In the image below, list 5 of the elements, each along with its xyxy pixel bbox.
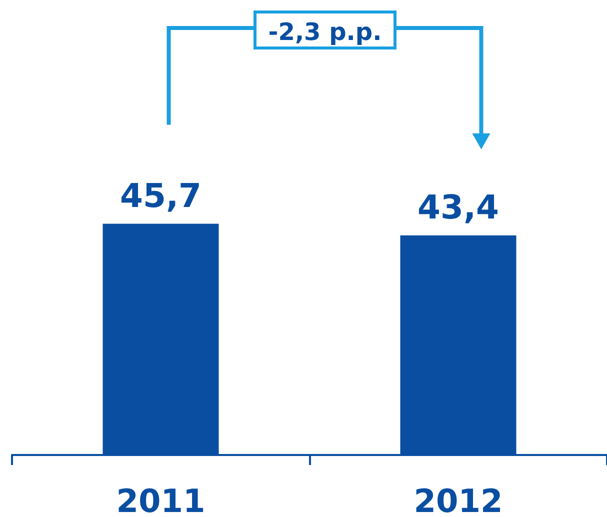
- data-label: 43,4: [418, 187, 499, 226]
- text: -2,3 p.p.: [268, 18, 382, 46]
- x-tick-label: 2011: [116, 482, 206, 517]
- data-label: 45,7: [120, 176, 202, 215]
- x-tick-label: 2012: [414, 482, 503, 517]
